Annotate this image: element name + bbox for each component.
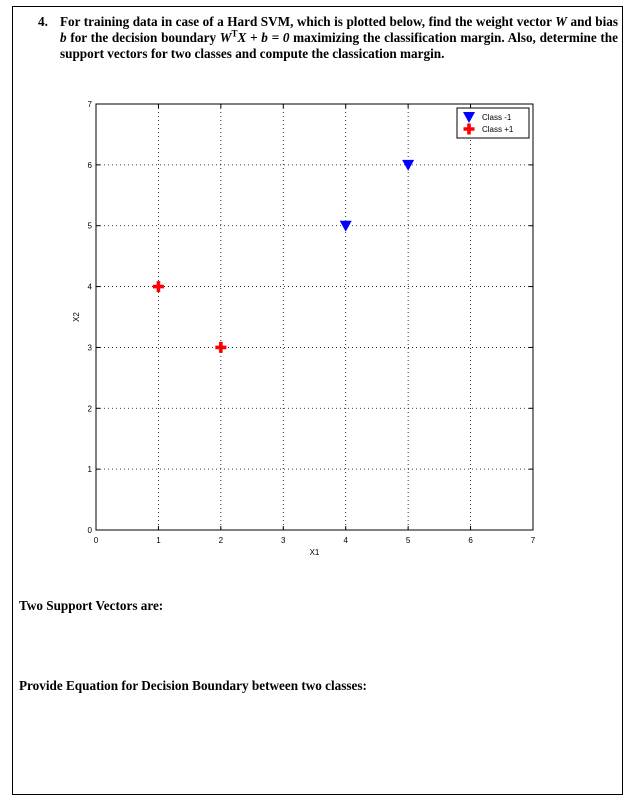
question-number: 4.	[38, 14, 48, 29]
y-tick-label: 6	[88, 161, 93, 170]
data-point	[152, 281, 164, 293]
x-axis-label: X1	[310, 548, 320, 557]
ticks-layer: 0 1 2 3 4 5 6 7 0 1 2 3 4 5 6 7	[88, 100, 536, 545]
question-text: For training data in case of a Hard SVM,…	[60, 14, 618, 62]
x-tick-label: 0	[94, 536, 99, 545]
y-tick-label: 5	[88, 222, 93, 231]
x-tick-label: 2	[219, 536, 224, 545]
legend-entry: Class +1	[482, 125, 514, 134]
legend-marker	[463, 112, 475, 123]
bias-symbol: b	[60, 30, 67, 45]
support-vectors-label: Two Support Vectors are:	[19, 598, 164, 613]
weight-symbol: W	[555, 14, 567, 29]
y-tick-label: 7	[88, 100, 93, 109]
x-tick-label: 6	[468, 536, 473, 545]
y-axis-label: X2	[72, 312, 81, 322]
x-tick-label: 5	[406, 536, 411, 545]
decision-boundary-label: Provide Equation for Decision Boundary b…	[19, 678, 367, 693]
equation-rest: X + b = 0	[237, 30, 290, 45]
x-tick-label: 7	[531, 536, 536, 545]
data-point	[215, 341, 227, 353]
grid-layer	[96, 104, 533, 530]
y-tick-label: 0	[88, 526, 93, 535]
x-tick-label: 3	[281, 536, 286, 545]
question-line1-a: For training data in case of a Hard SVM,…	[60, 14, 556, 29]
x-tick-label: 1	[156, 536, 161, 545]
question-line2-a: bias	[595, 14, 618, 29]
question-line2-b: for the decision boundary	[66, 30, 220, 45]
legend-entry: Class -1	[482, 113, 512, 122]
question-block: 4. For training data in case of a Hard S…	[38, 14, 618, 62]
document-frame	[12, 6, 623, 795]
marks-layer	[152, 159, 415, 353]
legend-marker	[463, 123, 475, 135]
plot-area	[95, 103, 534, 531]
y-tick-label: 2	[88, 404, 93, 413]
question-line1-b: and	[566, 14, 592, 29]
legend: Class -1 Class +1	[456, 107, 530, 139]
data-point	[402, 159, 415, 171]
y-tick-label: 1	[88, 465, 93, 474]
equation-sup: T	[231, 28, 238, 39]
y-tick-label: 4	[88, 283, 93, 292]
x-tick-label: 4	[343, 536, 348, 545]
question-line2-c: maximizing the classification margin. Al…	[60, 30, 618, 61]
data-point	[339, 220, 352, 232]
equation-w: W	[219, 30, 232, 45]
y-tick-label: 3	[88, 343, 93, 352]
